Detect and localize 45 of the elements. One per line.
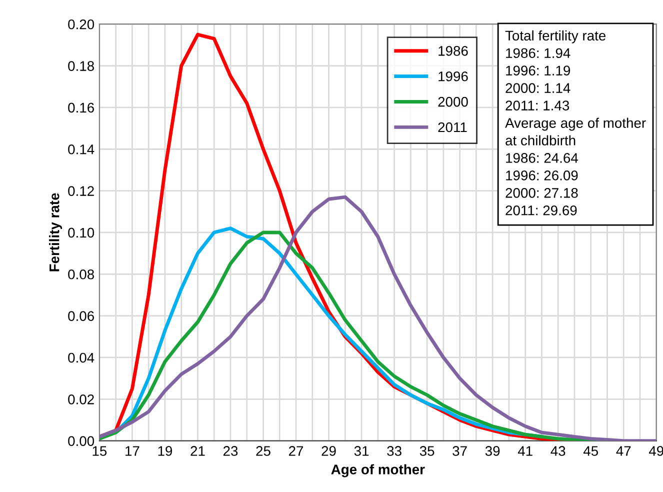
x-tick-label: 49 <box>648 446 663 456</box>
annotation: Total fertility rate <box>505 30 606 44</box>
x-tick-label: 35 <box>420 446 434 456</box>
y-tick-label: 0.00 <box>68 436 94 446</box>
x-tick-label: 15 <box>92 446 107 456</box>
y-tick-label: 0.02 <box>68 394 94 404</box>
annotation: 1996: 26.09 <box>506 170 578 180</box>
annotation: 2000: 27.18 <box>506 188 578 198</box>
y-tick-label: 0.08 <box>68 269 94 280</box>
x-tick-label: 29 <box>322 446 336 456</box>
y-tick-label: 0.12 <box>68 186 94 196</box>
x-tick-label: 31 <box>354 446 369 456</box>
y-tick-label: 0.16 <box>68 102 94 113</box>
y-tick-label: 0.18 <box>68 61 94 71</box>
y-tick-label: 0.20 <box>68 19 94 30</box>
x-tick-label: 43 <box>550 446 566 456</box>
x-tick-label: 41 <box>518 446 532 456</box>
y-axis-title: Fertility rate <box>49 193 62 272</box>
x-axis-title: Age of mother <box>331 464 425 478</box>
annotation: 1986: 24.64 <box>506 153 578 163</box>
annotation: 2011: 29.69 <box>506 205 577 216</box>
x-tick-label: 39 <box>485 446 500 456</box>
legend-label: 1986 <box>438 46 468 56</box>
x-tick-label: 33 <box>387 446 402 456</box>
y-tick-label: 0.04 <box>68 352 94 363</box>
annotation: Average age of mother at childbirth <box>505 118 646 146</box>
y-tick-label: 0.14 <box>68 144 94 154</box>
x-tick-label: 25 <box>256 446 270 456</box>
x-tick-label: 27 <box>288 446 304 456</box>
annotation: 2011: 1.43 <box>506 100 570 110</box>
legend-label: 2000 <box>438 96 468 107</box>
x-tick-label: 37 <box>452 446 467 456</box>
y-tick-label: 0.06 <box>68 311 94 321</box>
annotation: 1986: 1.94 <box>506 48 570 58</box>
x-tick-label: 17 <box>126 446 140 456</box>
legend-label: 1996 <box>438 71 468 82</box>
x-tick-label: 47 <box>616 446 631 456</box>
x-tick-label: 21 <box>190 446 205 456</box>
annotation: 2000: 1.14 <box>506 83 570 93</box>
x-tick-label: 19 <box>158 446 172 456</box>
legend-label: 2011 <box>438 122 467 132</box>
annotation: 1996: 1.19 <box>506 66 570 76</box>
y-tick-label: 0.10 <box>68 228 94 238</box>
x-tick-label: 45 <box>583 446 598 456</box>
x-tick-label: 23 <box>223 446 238 456</box>
